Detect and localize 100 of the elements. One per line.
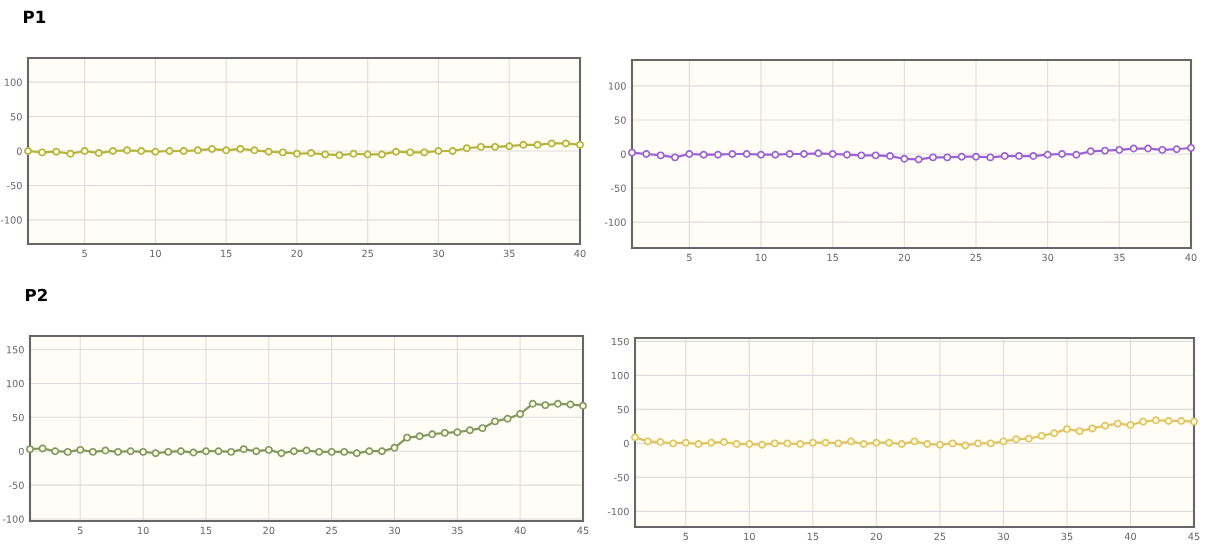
point (236, 144, 245, 153)
point (669, 439, 678, 448)
point (656, 438, 665, 446)
point (935, 440, 944, 449)
point (448, 147, 457, 155)
point (561, 139, 570, 148)
point (453, 428, 462, 437)
point (491, 417, 499, 426)
x-tick-label: 15 (807, 532, 819, 541)
point (38, 444, 47, 453)
y-tick-label: 50 (10, 113, 22, 121)
point (1158, 145, 1167, 154)
point (1015, 152, 1023, 161)
point (643, 437, 652, 446)
point (250, 146, 259, 155)
point (151, 147, 160, 156)
x-tick-label: 15 (200, 526, 212, 535)
point (1113, 419, 1122, 428)
x-tick-label: 5 (683, 532, 689, 541)
x-tick-label: 30 (997, 532, 1009, 541)
point (948, 439, 957, 448)
point (923, 440, 932, 449)
point (428, 430, 437, 439)
point (808, 438, 817, 447)
y-tick-label: 50 (12, 413, 24, 422)
point (503, 414, 512, 423)
x-tick-label: 40 (574, 249, 586, 258)
point (871, 151, 880, 160)
point (707, 438, 716, 447)
point (252, 447, 261, 456)
x-tick-label: 40 (1185, 253, 1197, 262)
point (222, 146, 231, 155)
point (377, 447, 386, 456)
point (566, 400, 575, 409)
y-tick-label: 50 (614, 116, 626, 124)
point (1024, 434, 1033, 443)
point (307, 149, 316, 158)
x-tick-label: 30 (389, 526, 401, 535)
x-tick-label: 25 (362, 249, 374, 258)
point (201, 447, 210, 456)
y-tick-label: 100 (611, 371, 629, 380)
point (714, 150, 722, 159)
point (164, 447, 173, 456)
point (1187, 143, 1195, 152)
point (76, 445, 85, 454)
point (365, 447, 374, 456)
point (406, 148, 415, 157)
point (732, 440, 741, 449)
point (821, 438, 830, 447)
point (352, 449, 361, 458)
y-tick-label: 0 (620, 150, 626, 158)
point (745, 440, 754, 449)
point (239, 445, 248, 454)
point (986, 153, 995, 162)
point (857, 151, 866, 160)
point (302, 446, 311, 455)
point (137, 147, 146, 155)
point (814, 149, 823, 158)
point (516, 409, 525, 418)
x-tick-label: 45 (577, 526, 589, 535)
point (847, 437, 855, 446)
x-tick-label: 15 (221, 249, 232, 258)
point (800, 150, 808, 158)
point (315, 447, 324, 456)
point (277, 449, 286, 458)
point (123, 146, 132, 155)
point (227, 447, 236, 456)
point (694, 440, 703, 449)
point (628, 148, 636, 157)
y-tick-label: -50 (611, 184, 626, 192)
point (685, 150, 694, 158)
point (656, 151, 665, 160)
point (1101, 146, 1109, 155)
point (377, 150, 386, 159)
y-tick-label: -100 (607, 507, 629, 516)
point (165, 147, 174, 155)
x-tick-label: 35 (503, 249, 515, 258)
point (390, 443, 399, 452)
point (476, 142, 485, 151)
point (193, 146, 202, 155)
point (757, 150, 765, 159)
point (783, 439, 792, 448)
point (986, 439, 995, 448)
x-tick-label: 5 (77, 526, 83, 535)
text: P2 (26, 288, 47, 302)
y-tick-label: 50 (617, 405, 629, 414)
point (974, 439, 982, 448)
x-tick-label: 25 (970, 253, 982, 262)
y-tick-label: 0 (18, 447, 24, 456)
point (1144, 144, 1152, 153)
point (1129, 144, 1138, 153)
x-tick-label: 30 (433, 249, 444, 258)
point (465, 426, 474, 435)
point (189, 448, 198, 457)
point (1151, 416, 1160, 425)
point (278, 148, 287, 157)
y-tick-label: -100 (604, 218, 626, 226)
y-tick-label: -100 (2, 515, 24, 523)
point (52, 147, 61, 156)
y-tick-label: -50 (7, 181, 22, 190)
